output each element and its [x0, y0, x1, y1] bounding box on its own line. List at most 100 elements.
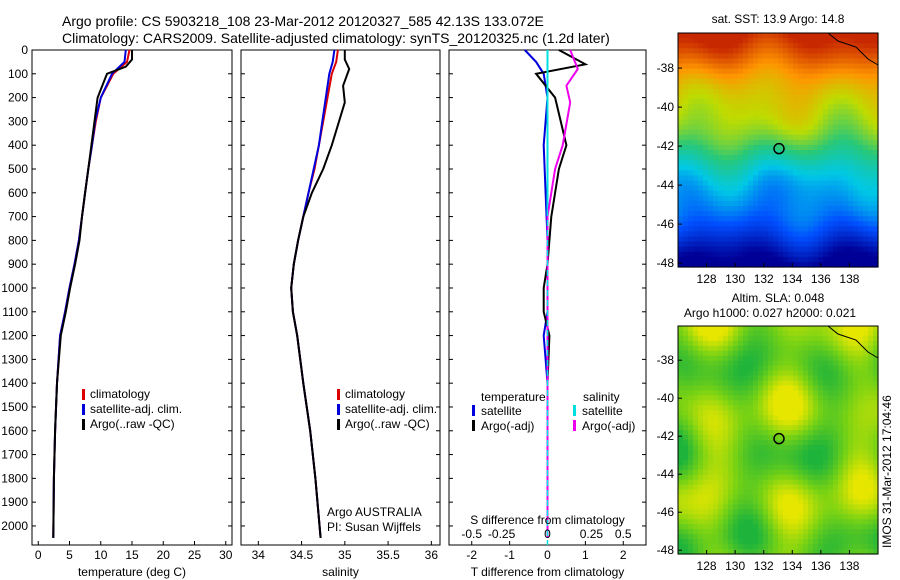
map-cell	[693, 539, 699, 545]
map-cell	[838, 390, 844, 396]
map-cell	[808, 195, 814, 202]
map-cell	[798, 256, 804, 263]
map-cell	[873, 236, 879, 243]
map-cell	[848, 430, 854, 436]
map-cell	[818, 430, 824, 436]
map-cell	[778, 469, 784, 476]
map-cell	[728, 350, 734, 357]
map-cell	[738, 119, 744, 126]
map-cell	[683, 185, 689, 192]
map-cell	[723, 524, 729, 530]
map-cell	[703, 454, 709, 461]
map-cell	[788, 430, 794, 436]
map-cell	[823, 58, 829, 65]
map-cell	[708, 221, 714, 227]
map-cell	[863, 514, 869, 520]
map-cell	[798, 144, 804, 151]
map-cell	[698, 484, 704, 491]
map-cell	[773, 400, 779, 406]
map-cell	[853, 175, 859, 182]
map-cell	[818, 544, 824, 550]
map-cell	[733, 261, 739, 268]
map-cell	[793, 63, 799, 70]
map-cell	[778, 83, 784, 90]
map-cell	[818, 58, 824, 65]
map-cell	[808, 129, 814, 136]
map-cell	[778, 236, 784, 243]
map-cell	[838, 509, 844, 515]
map-cell	[838, 200, 844, 207]
map-cell	[853, 444, 859, 451]
x-tick-label: 34.5	[290, 548, 314, 562]
map-cell	[798, 88, 804, 95]
map-cell	[713, 529, 719, 535]
map-cell	[758, 514, 764, 520]
map-cell	[778, 195, 784, 202]
map-cell	[738, 88, 744, 95]
map-cell	[798, 524, 804, 530]
map-cell	[678, 479, 684, 486]
map-cell	[798, 345, 804, 352]
map-cell	[868, 390, 874, 396]
map-cell	[818, 509, 824, 515]
map-cell	[688, 380, 694, 387]
map-cell	[783, 33, 789, 39]
map-cell	[838, 459, 844, 466]
map-cell	[808, 165, 814, 171]
map-cell	[683, 236, 689, 243]
map-cell	[743, 73, 749, 80]
map-cell	[863, 420, 869, 426]
map-cell	[848, 43, 854, 49]
map-cell	[743, 514, 749, 520]
map-cell	[848, 78, 854, 85]
map-cell	[873, 251, 879, 258]
map-cell	[693, 489, 699, 496]
map-cell	[838, 180, 844, 187]
map-cell	[688, 449, 694, 456]
map-cell	[833, 474, 839, 481]
map-cell	[808, 529, 814, 535]
map-cell	[748, 385, 754, 392]
map-cell	[863, 134, 869, 141]
map-cell	[688, 375, 694, 382]
map-cell	[723, 469, 729, 476]
map-cell	[873, 94, 879, 100]
map-cell	[843, 340, 849, 347]
map-cell	[693, 484, 699, 491]
map-cell	[768, 345, 774, 352]
map-cell	[813, 160, 819, 166]
map-cell	[803, 529, 809, 535]
map-cell	[778, 63, 784, 70]
map-cell	[763, 499, 769, 506]
map-cell	[873, 221, 879, 227]
map-cell	[808, 370, 814, 377]
map-cell	[848, 48, 854, 54]
map-cell	[833, 370, 839, 377]
map-cell	[803, 326, 809, 332]
map-cell	[868, 195, 874, 202]
map-cell	[838, 544, 844, 550]
map-cell	[853, 124, 859, 131]
map-cell	[763, 484, 769, 491]
map-cell	[788, 246, 794, 253]
map-cell	[828, 53, 834, 60]
map-cell	[853, 195, 859, 202]
map-cell	[703, 539, 709, 545]
map-cell	[788, 549, 794, 555]
map-cell	[828, 539, 834, 545]
map-cell	[743, 360, 749, 367]
map-cell	[758, 185, 764, 192]
map-cell	[773, 390, 779, 396]
map-cell	[743, 479, 749, 486]
map-cell	[728, 524, 734, 530]
map-cell	[778, 529, 784, 535]
map-cell	[818, 529, 824, 535]
map-cell	[733, 43, 739, 49]
map-cell	[808, 175, 814, 182]
map-cell	[693, 459, 699, 466]
map-cell	[758, 365, 764, 372]
map-cell	[788, 509, 794, 515]
map-cell	[688, 479, 694, 486]
map-cell	[873, 48, 879, 54]
map-cell	[768, 78, 774, 85]
